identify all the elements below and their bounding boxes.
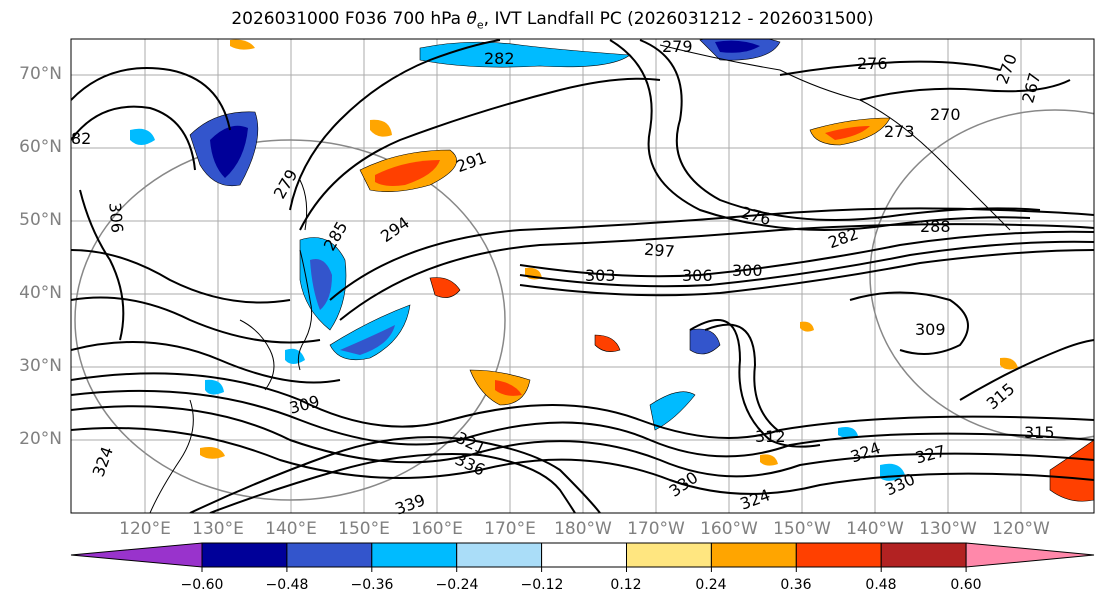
lon-label: 150°E bbox=[338, 519, 390, 539]
lon-label: 120°E bbox=[119, 519, 171, 539]
contour-label: 273 bbox=[884, 122, 915, 141]
lon-label: 120°W bbox=[992, 519, 1050, 539]
lon-label: 140°W bbox=[846, 519, 904, 539]
colorbar-tick-label: 0.12 bbox=[610, 577, 642, 593]
shaded-anomalies bbox=[130, 39, 1094, 502]
colorbar-segment bbox=[880, 542, 967, 568]
contour-label: 306 bbox=[682, 266, 713, 285]
lon-label: 140°E bbox=[265, 519, 317, 539]
lon-label: 160°E bbox=[411, 519, 463, 539]
colorbar-segment bbox=[201, 542, 288, 568]
contour-label: 315 bbox=[1024, 423, 1055, 442]
lat-lon-grid bbox=[71, 39, 1094, 513]
contour-label: 82 bbox=[71, 129, 91, 148]
colorbar-segment bbox=[795, 542, 882, 568]
theta-e-contours bbox=[71, 39, 1094, 513]
contour-label: 309 bbox=[915, 320, 946, 339]
colorbar-tick-label: −0.60 bbox=[180, 577, 224, 593]
colorbar-tick-label: −0.12 bbox=[520, 577, 564, 593]
contour-label: 297 bbox=[643, 240, 675, 262]
lat-label: 70°N bbox=[19, 64, 62, 84]
colorbar-tick-label: −0.36 bbox=[350, 577, 394, 593]
contour-label: 312 bbox=[755, 427, 786, 446]
colorbar-tick-label: −0.24 bbox=[435, 577, 479, 593]
colorbar-segment bbox=[965, 542, 1095, 568]
lat-label: 60°N bbox=[19, 137, 62, 157]
colorbar-tick-label: 0.36 bbox=[780, 577, 812, 593]
contour-labels: 282 279 276 270 267 273 276 270 282 294 … bbox=[71, 37, 1055, 519]
colorbar-tick-marks bbox=[201, 567, 967, 572]
lon-label: 130°W bbox=[919, 519, 977, 539]
contour-label: 276 bbox=[857, 54, 888, 73]
colorbar-tick-label: 0.24 bbox=[695, 577, 727, 593]
map-title: 2026031000 F036 700 hPa θe, IVT Landfall… bbox=[231, 9, 874, 32]
lon-label: 170°E bbox=[484, 519, 536, 539]
colorbar-tick-label: 0.60 bbox=[950, 577, 982, 593]
colorbar-tick-label: −0.48 bbox=[265, 577, 309, 593]
colorbar-segment bbox=[456, 542, 543, 568]
range-circle bbox=[74, 139, 506, 501]
colorbar-segment bbox=[626, 542, 712, 568]
colorbar-segment bbox=[541, 542, 627, 568]
lat-label: 40°N bbox=[19, 283, 62, 303]
colorbar-tick-label: 0.48 bbox=[865, 577, 897, 593]
lat-label: 50°N bbox=[19, 210, 62, 230]
contour-label: 303 bbox=[585, 266, 616, 285]
contour-label: 282 bbox=[484, 49, 515, 68]
lon-label: 130°E bbox=[192, 519, 244, 539]
lon-label: 150°W bbox=[773, 519, 831, 539]
lon-label: 170°W bbox=[627, 519, 685, 539]
lat-label: 30°N bbox=[19, 356, 62, 376]
contour-label: 279 bbox=[662, 37, 693, 56]
contour-label: 270 bbox=[930, 105, 961, 124]
coastlines bbox=[149, 44, 1011, 513]
colorbar-segment bbox=[70, 542, 203, 568]
lon-label: 160°W bbox=[700, 519, 758, 539]
colorbar bbox=[70, 542, 1095, 568]
contour-label: 300 bbox=[732, 261, 763, 280]
colorbar-segment bbox=[710, 542, 797, 568]
lat-label: 20°N bbox=[19, 429, 62, 449]
lon-label: 180°W bbox=[554, 519, 612, 539]
colorbar-segment bbox=[286, 542, 373, 568]
colorbar-segment bbox=[371, 542, 458, 568]
contour-label: 306 bbox=[105, 202, 127, 234]
range-circle bbox=[869, 109, 1094, 441]
contour-label: 288 bbox=[920, 217, 951, 236]
